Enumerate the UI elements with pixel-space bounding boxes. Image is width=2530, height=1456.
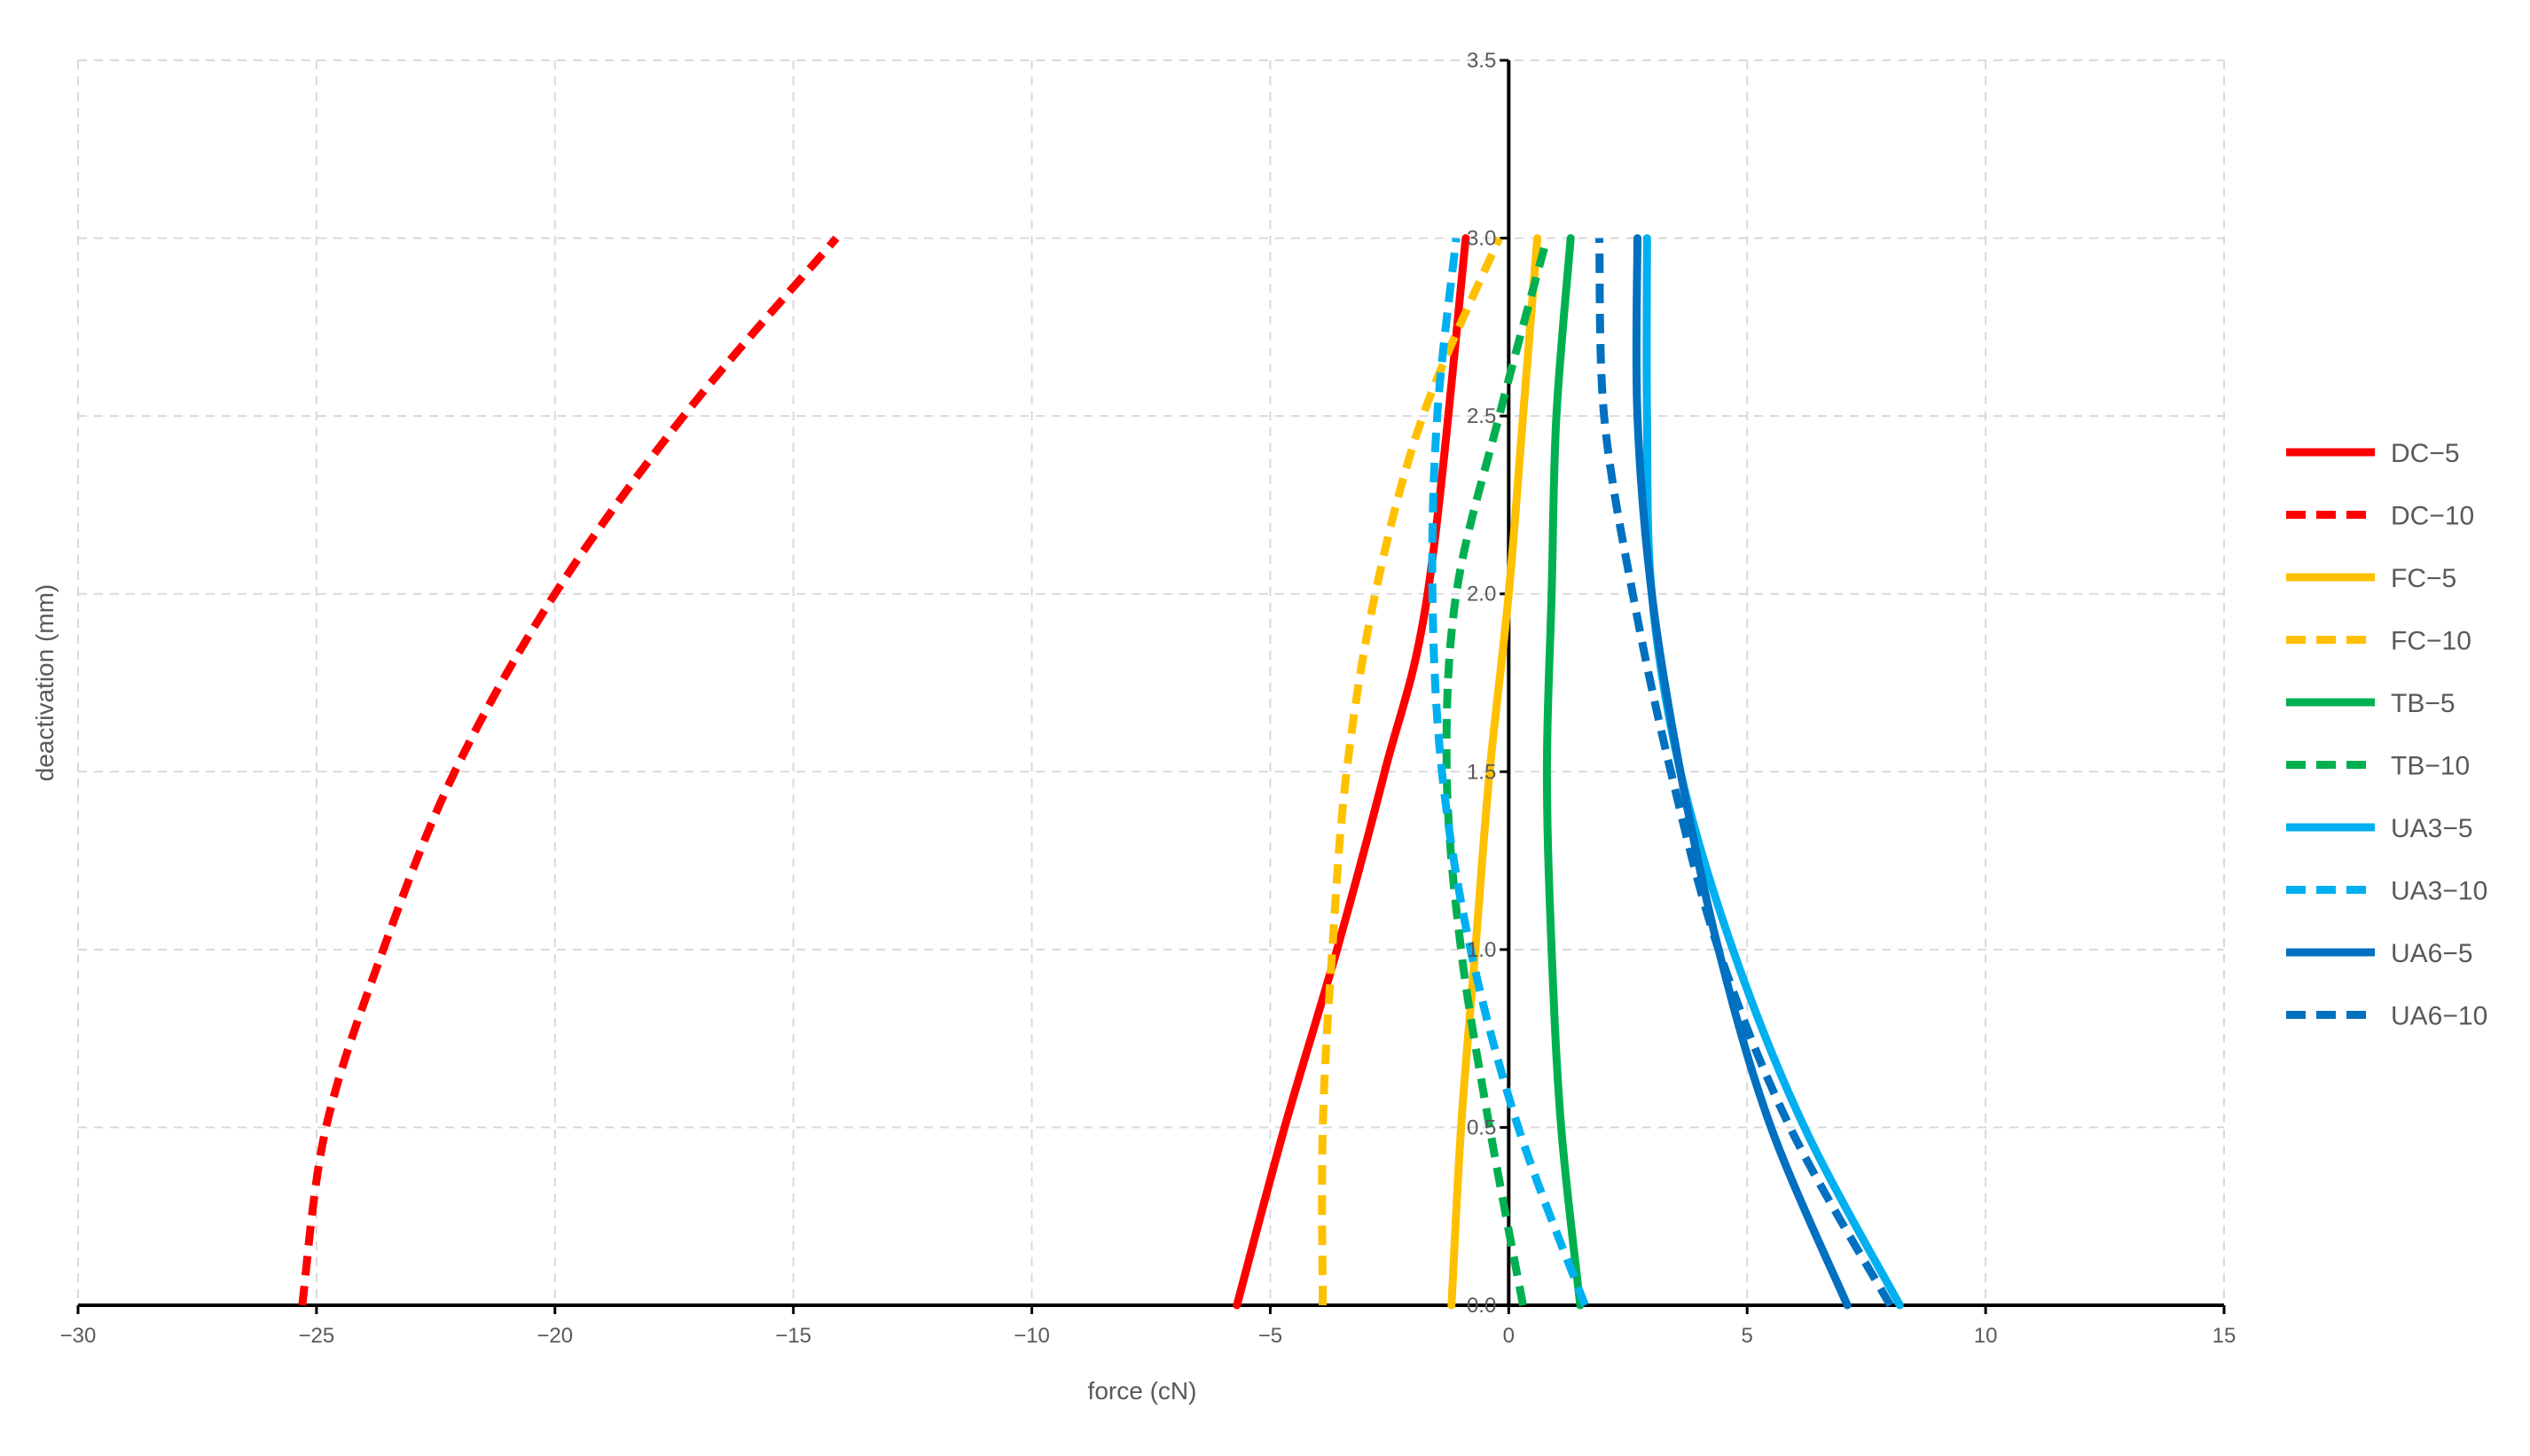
y-tick-label: 1.5 (1467, 760, 1496, 784)
series-line-tb-5 (1542, 234, 1585, 1310)
series-line-ua3-10 (1428, 238, 1589, 1307)
x-tick-label: 0 (1503, 1324, 1515, 1348)
legend-label-ua3-5: UA3−5 (2391, 814, 2473, 843)
y-tick-label: 3.0 (1467, 227, 1496, 251)
x-tick-label: 5 (1742, 1324, 1753, 1348)
plot-area (298, 234, 1904, 1310)
y-tick-label: 2.5 (1467, 404, 1496, 428)
legend-label-fc-5: FC−5 (2391, 564, 2456, 593)
x-tick-label: −5 (1258, 1324, 1282, 1348)
x-tick-label: −25 (299, 1324, 335, 1348)
series-line-dc-5 (1233, 234, 1470, 1310)
y-tick-label: 0.5 (1467, 1115, 1496, 1139)
grid (77, 59, 2225, 1305)
y-tick-label: 0.0 (1467, 1294, 1496, 1318)
legend-label-dc-10: DC−10 (2391, 502, 2474, 531)
legend-label-dc-5: DC−5 (2391, 439, 2460, 468)
y-axis-title: deactivation (mm) (31, 584, 59, 782)
legend-label-tb-5: TB−5 (2391, 689, 2456, 718)
x-tick-label: 15 (2213, 1324, 2236, 1348)
x-tick-label: 10 (1974, 1324, 1998, 1348)
legend-label-ua6-10: UA6−10 (2391, 1002, 2487, 1031)
legend-label-ua6-5: UA6−5 (2391, 939, 2473, 968)
legend-label-tb-10: TB−10 (2391, 752, 2470, 781)
series-line-ua6-5 (1632, 234, 1852, 1310)
y-tick-label: 2.0 (1467, 583, 1496, 607)
x-tick-label: −20 (537, 1324, 573, 1348)
axes (76, 59, 2226, 1314)
x-tick-label: −10 (1014, 1324, 1050, 1348)
y-tick-label: 1.0 (1467, 938, 1496, 962)
x-tick-label: −15 (775, 1324, 811, 1348)
series-line-fc-5 (1447, 234, 1542, 1310)
series-line-tb-10 (1442, 237, 1551, 1306)
legend: DC−5 DC−10 FC−5 FC−10 TB−5 TB−10 UA3−5 UA3−10 UA… (2286, 439, 2487, 1031)
x-axis-title: force (cN) (1088, 1377, 1197, 1405)
y-tick-label: 3.5 (1467, 49, 1496, 73)
x-tick-label: −30 (60, 1324, 97, 1348)
legend-label-ua3-10: UA3−10 (2391, 877, 2487, 906)
series-line-ua6-10 (1595, 238, 1894, 1308)
tick-labels: −30 −25 −20 −15 −10 −5 0 5 10 15 0.0 0.5 1.0 1.5 2.0 2.… (60, 49, 2236, 1348)
legend-label-fc-10: FC−10 (2391, 627, 2471, 656)
